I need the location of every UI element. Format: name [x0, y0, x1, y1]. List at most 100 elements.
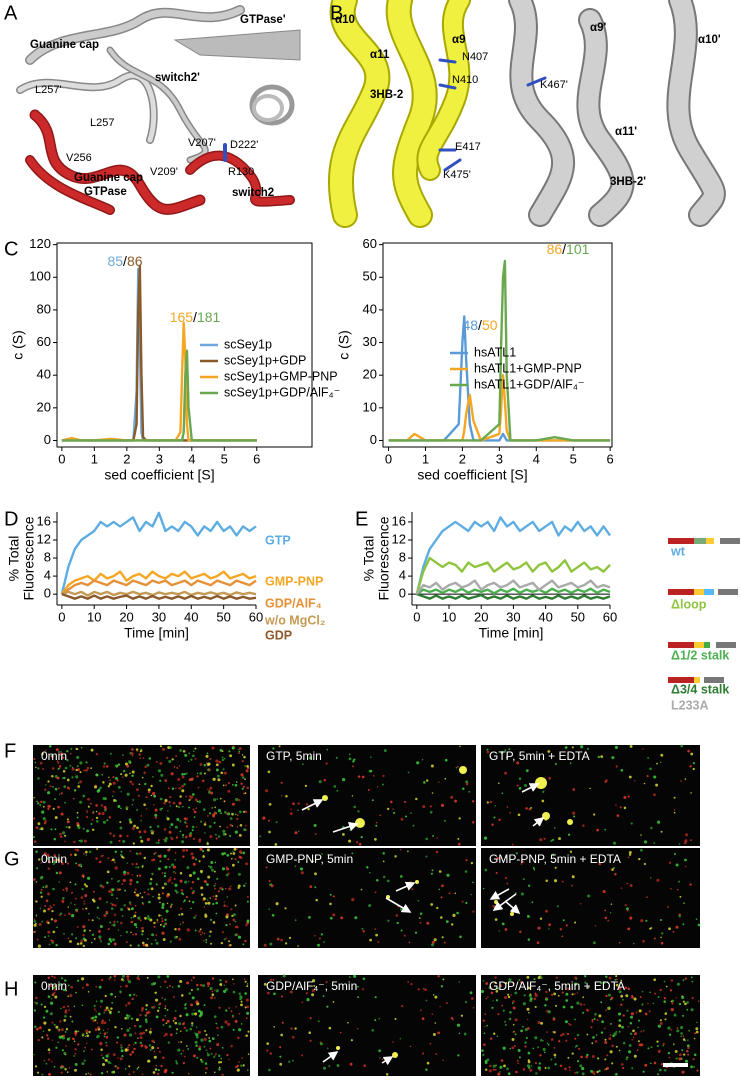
spot — [130, 752, 134, 756]
spot — [222, 784, 225, 787]
spot — [65, 887, 68, 890]
structure-label: V209' — [150, 166, 178, 178]
spot — [159, 762, 163, 765]
spot — [629, 1032, 633, 1036]
spot — [263, 943, 267, 947]
spot — [204, 880, 208, 884]
spot — [399, 1037, 402, 1040]
spot — [308, 1031, 311, 1034]
spot — [116, 921, 119, 923]
spot — [656, 1044, 660, 1048]
spot — [36, 800, 38, 803]
spot — [113, 942, 117, 946]
spot — [276, 937, 280, 941]
spot — [686, 1001, 689, 1004]
spot — [542, 1047, 546, 1051]
spot — [206, 1052, 209, 1054]
spot — [687, 1046, 690, 1050]
spot — [217, 1054, 221, 1058]
spot — [101, 773, 103, 776]
spot — [641, 1003, 644, 1006]
spot — [603, 981, 606, 984]
structure-label: 3HB-2 — [370, 89, 403, 101]
spot — [504, 1024, 507, 1026]
spot — [178, 913, 181, 916]
spot — [214, 897, 218, 901]
spot — [166, 1019, 170, 1023]
spot — [520, 862, 523, 865]
spot — [187, 760, 190, 763]
spot — [361, 988, 365, 991]
spot — [621, 1063, 624, 1066]
spot — [47, 892, 50, 896]
spot — [471, 800, 475, 803]
spot — [50, 1001, 54, 1005]
spot — [692, 767, 695, 771]
spot — [200, 1059, 204, 1064]
spot — [111, 795, 114, 798]
spot — [302, 763, 304, 765]
spot — [197, 877, 200, 881]
spot — [458, 817, 461, 820]
spot — [93, 1004, 96, 1007]
spot — [120, 1044, 123, 1047]
spot — [618, 1049, 621, 1052]
spot — [207, 768, 210, 771]
spot — [47, 921, 50, 925]
spot — [678, 880, 681, 883]
spot — [155, 1015, 159, 1019]
spot — [606, 981, 609, 983]
spot — [636, 1049, 639, 1052]
spot — [74, 853, 77, 857]
spot — [592, 1036, 595, 1039]
spot — [305, 992, 309, 995]
bright-spot — [459, 766, 467, 774]
spot — [139, 1032, 143, 1036]
spot — [166, 974, 170, 978]
spot — [166, 817, 170, 821]
spot — [215, 763, 219, 767]
spot — [129, 1033, 133, 1037]
spot — [267, 770, 271, 774]
spot — [44, 819, 47, 822]
spot — [353, 974, 357, 978]
spot — [604, 1041, 608, 1044]
spot — [53, 1023, 56, 1027]
spot — [412, 824, 415, 827]
spot — [112, 781, 116, 785]
spot — [79, 942, 83, 945]
spot — [309, 1039, 312, 1042]
spot — [182, 1022, 185, 1026]
spot — [569, 1069, 571, 1072]
spot — [542, 1039, 544, 1042]
spot — [106, 1071, 109, 1073]
spot — [693, 1066, 695, 1068]
spot — [86, 810, 88, 812]
spot — [190, 887, 193, 890]
spot — [111, 903, 114, 906]
spot — [236, 817, 239, 821]
spot — [183, 773, 186, 776]
spot — [673, 796, 676, 799]
spot — [517, 1049, 521, 1052]
spot — [51, 975, 54, 978]
spot — [245, 924, 248, 927]
spot — [615, 1045, 618, 1048]
spot — [54, 995, 58, 999]
spot — [604, 909, 607, 912]
spot — [610, 996, 614, 1000]
spot — [327, 854, 330, 856]
spot — [607, 1006, 610, 1009]
spot — [113, 920, 116, 924]
spot — [37, 767, 40, 770]
spot — [88, 850, 92, 854]
spot — [227, 1022, 231, 1026]
spot — [96, 1034, 100, 1038]
spot — [441, 936, 444, 939]
spot — [574, 1037, 577, 1040]
spot — [200, 893, 204, 896]
spot — [35, 922, 37, 925]
spot — [247, 1030, 250, 1033]
spot — [217, 1034, 219, 1037]
spot — [51, 1039, 54, 1041]
